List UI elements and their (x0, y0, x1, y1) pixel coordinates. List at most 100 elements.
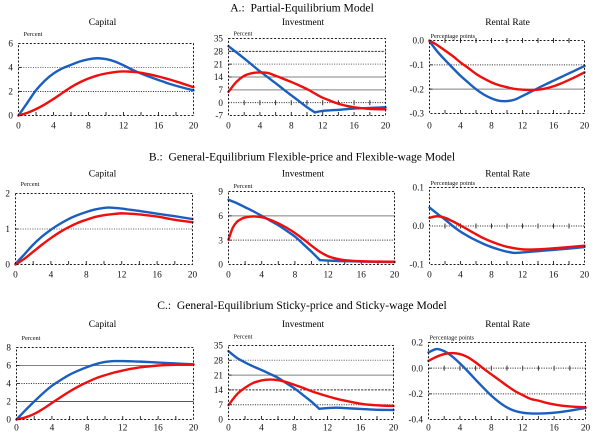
svg-text:-7: -7 (215, 111, 223, 121)
svg-text:20: 20 (580, 271, 590, 281)
svg-text:Investment: Investment (282, 18, 325, 28)
svg-text:Percent: Percent (234, 334, 253, 341)
svg-text:Capital: Capital (89, 18, 117, 28)
svg-text:7: 7 (218, 400, 223, 410)
svg-text:16: 16 (357, 271, 367, 281)
svg-text:1: 1 (5, 224, 10, 234)
svg-text:-0.4: -0.4 (408, 415, 423, 425)
svg-text:28: 28 (214, 356, 224, 366)
svg-text:7: 7 (218, 85, 223, 95)
svg-text:20: 20 (389, 424, 399, 434)
svg-text:Rental Rate: Rental Rate (485, 320, 530, 330)
svg-text:-0.2: -0.2 (408, 389, 423, 399)
svg-text:C.: General-Equilibrium Stick: C.: General-Equilibrium Sticky-price and… (157, 299, 446, 312)
svg-text:4: 4 (49, 271, 54, 281)
svg-text:8: 8 (289, 122, 294, 132)
svg-text:Rental Rate: Rental Rate (485, 170, 530, 180)
svg-text:0: 0 (226, 271, 231, 281)
svg-text:8: 8 (489, 122, 494, 132)
svg-text:0: 0 (8, 111, 13, 121)
svg-text:35: 35 (214, 341, 224, 351)
svg-text:Percentage points: Percentage points (431, 33, 476, 40)
svg-text:4: 4 (258, 122, 263, 132)
svg-text:Investment: Investment (282, 170, 325, 180)
svg-text:20: 20 (189, 122, 199, 132)
svg-text:0: 0 (427, 122, 432, 132)
svg-text:2: 2 (6, 397, 11, 407)
svg-text:Percent: Percent (22, 335, 41, 342)
svg-text:Rental Rate: Rental Rate (485, 18, 530, 28)
svg-text:-0.2: -0.2 (409, 84, 424, 94)
svg-text:0: 0 (218, 415, 223, 425)
svg-text:8: 8 (489, 424, 494, 434)
svg-text:12: 12 (518, 424, 528, 434)
svg-text:2: 2 (5, 189, 10, 199)
svg-text:0: 0 (427, 271, 432, 281)
svg-text:20: 20 (580, 122, 590, 132)
svg-text:6: 6 (218, 211, 223, 221)
svg-text:0: 0 (226, 424, 231, 434)
svg-text:0.1: 0.1 (413, 183, 425, 193)
svg-text:12: 12 (323, 271, 333, 281)
svg-text:12: 12 (318, 122, 328, 132)
svg-text:-0.1: -0.1 (409, 260, 424, 270)
svg-text:4: 4 (6, 379, 11, 389)
svg-text:4: 4 (458, 122, 463, 132)
svg-text:Percent: Percent (234, 183, 253, 190)
svg-text:A.: Partial-Equilibrium Model: A.: Partial-Equilibrium Model (230, 2, 374, 15)
svg-text:8: 8 (84, 271, 89, 281)
svg-text:4: 4 (259, 271, 264, 281)
svg-text:16: 16 (549, 122, 559, 132)
svg-text:0.0: 0.0 (413, 221, 425, 231)
svg-text:0: 0 (14, 424, 19, 434)
svg-text:16: 16 (356, 424, 366, 434)
svg-text:14: 14 (214, 385, 224, 395)
svg-text:0: 0 (6, 415, 11, 425)
svg-text:Percent: Percent (24, 31, 43, 38)
svg-text:4: 4 (8, 63, 13, 73)
svg-text:20: 20 (581, 424, 591, 434)
svg-text:0: 0 (13, 271, 18, 281)
svg-text:14: 14 (214, 72, 224, 82)
svg-text:4: 4 (458, 424, 463, 434)
svg-text:0: 0 (218, 98, 223, 108)
svg-text:21: 21 (214, 59, 224, 69)
svg-text:12: 12 (119, 122, 129, 132)
svg-text:8: 8 (489, 271, 494, 281)
svg-text:8: 8 (85, 424, 90, 434)
svg-text:Percentage points: Percentage points (431, 180, 476, 187)
svg-text:0: 0 (218, 260, 223, 270)
svg-text:28: 28 (214, 47, 224, 57)
svg-text:9: 9 (218, 187, 223, 197)
svg-text:6: 6 (8, 39, 13, 49)
svg-text:-0.3: -0.3 (409, 109, 424, 119)
svg-text:20: 20 (189, 424, 199, 434)
svg-text:Percent: Percent (234, 31, 253, 38)
svg-text:4: 4 (259, 424, 264, 434)
svg-text:20: 20 (188, 271, 198, 281)
svg-text:20: 20 (390, 271, 400, 281)
svg-text:16: 16 (152, 271, 162, 281)
svg-text:8: 8 (292, 424, 297, 434)
svg-text:12: 12 (323, 424, 333, 434)
svg-text:Capital: Capital (89, 170, 117, 180)
svg-text:21: 21 (214, 370, 224, 380)
svg-text:Percent: Percent (21, 181, 40, 188)
svg-text:3: 3 (218, 235, 223, 245)
svg-text:8: 8 (86, 122, 91, 132)
svg-text:16: 16 (153, 424, 163, 434)
svg-text:12: 12 (118, 424, 128, 434)
svg-text:35: 35 (214, 34, 224, 44)
svg-text:Percentage points: Percentage points (430, 335, 475, 342)
svg-text:12: 12 (518, 122, 528, 132)
svg-text:4: 4 (51, 122, 56, 132)
svg-text:20: 20 (381, 122, 391, 132)
svg-text:0: 0 (16, 122, 21, 132)
svg-text:Investment: Investment (282, 320, 325, 330)
svg-text:16: 16 (549, 424, 559, 434)
svg-text:0: 0 (426, 424, 431, 434)
svg-text:B.: General-Equilibrium Flexi: B.: General-Equilibrium Flexible-price a… (149, 151, 455, 164)
svg-text:8: 8 (293, 271, 298, 281)
svg-text:12: 12 (518, 271, 528, 281)
svg-text:16: 16 (349, 122, 359, 132)
